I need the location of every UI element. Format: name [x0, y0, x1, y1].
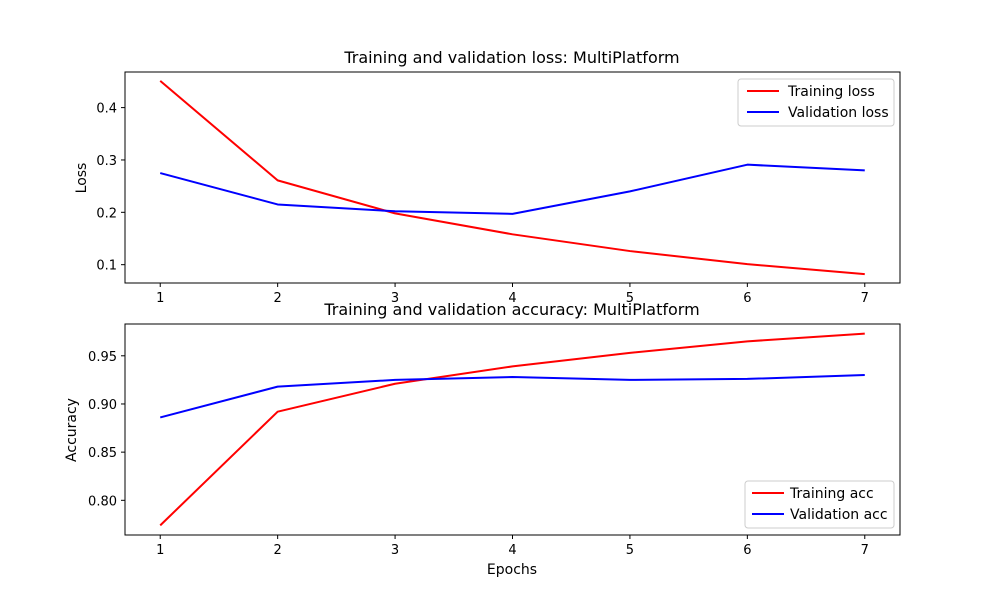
accuracy-legend: Training acc Validation acc: [744, 480, 895, 529]
loss-x-tick-label: 6: [743, 291, 751, 306]
loss-chart-title: Training and validation loss: MultiPlatf…: [343, 48, 679, 67]
accuracy-y-tick-label: 0.80: [88, 494, 117, 509]
accuracy-y-tick-label: 0.90: [88, 398, 117, 413]
loss-x-tick-label: 4: [508, 291, 516, 306]
loss-series-training-loss: [159, 80, 865, 276]
loss-y-tick-label: 0.4: [96, 102, 117, 117]
accuracy-subplot: Training and validation accuracy: MultiP…: [64, 300, 901, 578]
loss-series-lines: [159, 80, 865, 276]
accuracy-series-validation-acc: [159, 374, 865, 419]
accuracy-x-tick-label: 4: [508, 543, 516, 558]
legend-label-validation-acc: Validation acc: [790, 507, 888, 523]
loss-ticks: 1 2 3 4 5 6 7 0.1 0.2 0.3 0.4: [96, 102, 869, 306]
loss-series-validation-loss: [159, 163, 865, 215]
loss-x-tick-label: 1: [156, 291, 164, 306]
loss-y-axis-label: Loss: [74, 163, 90, 194]
loss-y-tick-label: 0.3: [96, 154, 117, 169]
loss-x-tick-label: 2: [274, 291, 282, 306]
accuracy-ticks: 1 2 3 4 5 6 7 0.80 0.85 0.90 0.95: [88, 350, 869, 558]
accuracy-x-tick-label: 2: [274, 543, 282, 558]
loss-x-tick-label: 7: [861, 291, 869, 306]
accuracy-chart-title: Training and validation accuracy: MultiP…: [323, 300, 699, 319]
legend-label-training-acc: Training acc: [789, 486, 874, 502]
accuracy-x-tick-label: 5: [626, 543, 634, 558]
loss-subplot: Training and validation loss: MultiPlatf…: [74, 48, 901, 306]
loss-legend: Training loss Validation loss: [737, 78, 895, 127]
legend-label-training-loss: Training loss: [787, 84, 875, 100]
loss-y-tick-label: 0.1: [96, 259, 117, 274]
accuracy-x-axis-label: Epochs: [487, 562, 537, 578]
loss-x-tick-label: 5: [626, 291, 634, 306]
accuracy-y-tick-label: 0.85: [88, 446, 117, 461]
loss-y-tick-label: 0.2: [96, 206, 117, 221]
accuracy-series-training-acc: [159, 332, 865, 527]
accuracy-y-tick-label: 0.95: [88, 350, 117, 365]
accuracy-x-tick-label: 7: [861, 543, 869, 558]
loss-x-tick-label: 3: [391, 291, 399, 306]
accuracy-y-axis-label: Accuracy: [64, 398, 80, 462]
legend-label-validation-loss: Validation loss: [788, 105, 889, 121]
accuracy-x-tick-label: 1: [156, 543, 164, 558]
accuracy-x-tick-label: 6: [743, 543, 751, 558]
accuracy-x-tick-label: 3: [391, 543, 399, 558]
accuracy-series-lines: [159, 332, 865, 527]
